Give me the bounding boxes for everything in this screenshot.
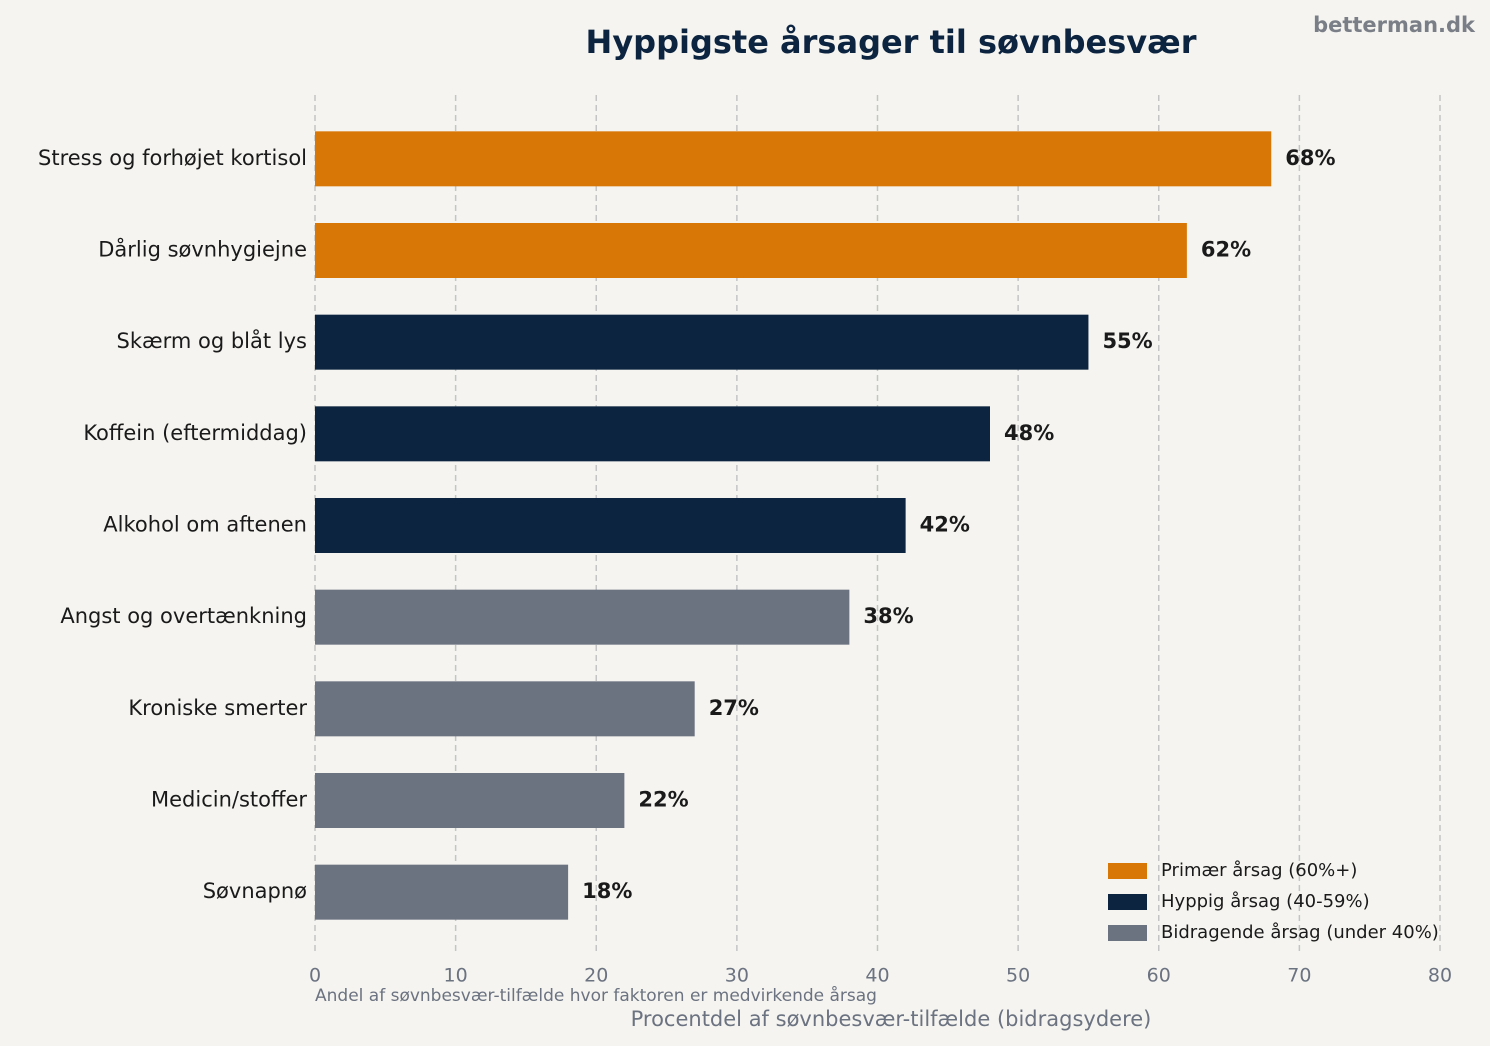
x-axis-label: Procentdel af søvnbesvær-tilfælde (bidra…	[631, 1007, 1152, 1031]
legend-label: Hyppig årsag (40-59%)	[1161, 891, 1370, 912]
y-tick-label: Kroniske smerter	[128, 696, 307, 720]
y-tick-label: Alkohol om aftenen	[103, 513, 307, 537]
x-tick-label: 40	[865, 965, 889, 987]
bar	[315, 864, 569, 920]
watermark: betterman.dk	[1313, 13, 1476, 37]
value-label: 62%	[1201, 238, 1251, 262]
value-label: 48%	[1004, 421, 1054, 445]
value-label: 68%	[1285, 146, 1335, 170]
value-label: 18%	[582, 879, 632, 903]
value-label: 38%	[863, 604, 913, 628]
x-tick-label: 20	[584, 965, 608, 987]
chart-title: Hyppigste årsager til søvnbesvær	[586, 23, 1197, 61]
legend-swatch	[1108, 925, 1147, 941]
x-tick-label: 10	[444, 965, 468, 987]
legend-label: Bidragende årsag (under 40%)	[1161, 922, 1439, 943]
y-tick-label: Angst og overtænkning	[60, 604, 307, 628]
bar	[315, 131, 1272, 187]
bar	[315, 498, 906, 553]
bar	[315, 406, 990, 462]
x-tick-label: 0	[309, 965, 321, 987]
x-tick-label: 70	[1287, 965, 1311, 987]
legend-label: Primær årsag (60%+)	[1161, 860, 1357, 881]
legend-swatch	[1108, 863, 1147, 879]
bar	[315, 314, 1089, 370]
bar	[315, 223, 1187, 278]
bar	[315, 681, 695, 737]
value-label: 42%	[920, 513, 970, 537]
bar	[315, 589, 850, 645]
x-tick-label: 60	[1147, 965, 1171, 987]
y-tick-label: Søvnapnø	[203, 879, 307, 903]
value-label: 55%	[1102, 329, 1152, 353]
y-tick-label: Medicin/stoffer	[151, 788, 307, 812]
value-label: 22%	[638, 788, 688, 812]
y-tick-label: Dårlig søvnhygiejne	[98, 237, 307, 262]
y-tick-label: Stress og forhøjet kortisol	[38, 146, 307, 170]
note: Andel af søvnbesvær-tilfælde hvor faktor…	[315, 985, 877, 1006]
bar	[315, 773, 625, 828]
x-tick-label: 50	[1006, 965, 1030, 987]
value-label: 27%	[709, 696, 759, 720]
x-tick-label: 80	[1428, 965, 1452, 987]
y-tick-label: Koffein (eftermiddag)	[83, 421, 307, 445]
y-tick-label: Skærm og blåt lys	[116, 328, 307, 353]
x-tick-label: 30	[725, 965, 749, 987]
legend-swatch	[1108, 894, 1147, 910]
